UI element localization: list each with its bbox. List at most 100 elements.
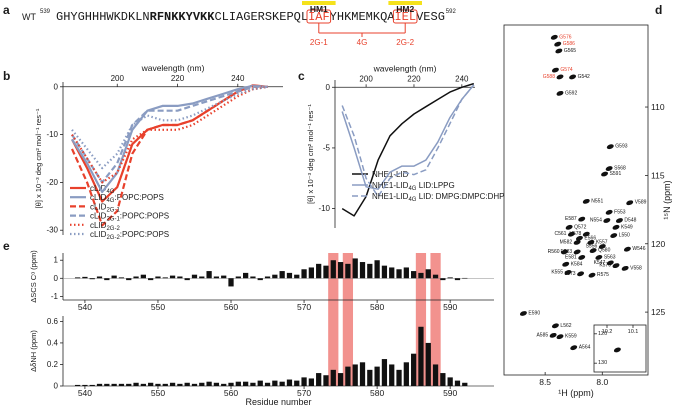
panel-letter: a bbox=[3, 3, 10, 17]
bar bbox=[323, 265, 329, 279]
bar bbox=[235, 381, 241, 386]
bar bbox=[96, 383, 103, 386]
x-tick-label: 540 bbox=[78, 302, 92, 312]
peak bbox=[626, 200, 634, 206]
sequence-part: RFNKKYVKK bbox=[150, 10, 216, 24]
bar bbox=[454, 380, 461, 386]
series-line bbox=[71, 85, 268, 184]
bar bbox=[411, 271, 417, 279]
peak-label: V589 bbox=[635, 200, 647, 206]
bar bbox=[301, 269, 307, 279]
y-tick-label: 110 bbox=[651, 102, 665, 112]
peak-label: G565 bbox=[564, 48, 576, 54]
peak bbox=[551, 323, 559, 329]
peak-label: G542 bbox=[578, 74, 590, 80]
bar bbox=[104, 278, 110, 281]
bar bbox=[162, 277, 168, 279]
bar bbox=[184, 278, 190, 281]
y-axis-title: [θ] x 10⁻³ deg cm² mol⁻¹ res⁻¹ bbox=[306, 104, 315, 204]
bar bbox=[96, 276, 103, 279]
x-tick-label: 240 bbox=[455, 74, 469, 83]
x-tick-label: 8.0 bbox=[596, 377, 608, 387]
bar bbox=[462, 382, 468, 386]
peak-label: A564 bbox=[579, 345, 591, 351]
peak-label: G574 bbox=[560, 67, 572, 73]
legend-label: cLID4G:POPC:POPS bbox=[90, 193, 164, 204]
peak bbox=[519, 311, 527, 316]
peak bbox=[577, 271, 585, 277]
y-tick-label: 115 bbox=[651, 170, 665, 180]
y-tick-label: 120 bbox=[598, 331, 607, 337]
bar bbox=[418, 326, 424, 386]
peak bbox=[601, 171, 609, 177]
highlight-band bbox=[328, 253, 339, 386]
peak-label: A585 bbox=[536, 332, 548, 338]
x-axis-title: wavelength (nm) bbox=[373, 63, 437, 73]
highlight-band bbox=[415, 253, 427, 386]
bar bbox=[206, 271, 212, 279]
mutant-label: 4G bbox=[357, 38, 368, 47]
series-line bbox=[70, 85, 268, 227]
legend-label: cLID2G-1 bbox=[90, 202, 120, 213]
peak bbox=[555, 48, 563, 54]
y-tick-label: 125 bbox=[651, 307, 665, 317]
peak-label: H578 bbox=[569, 231, 581, 237]
legend-label: cLID4G bbox=[90, 184, 115, 195]
peak-label: K555 bbox=[551, 269, 563, 275]
peak-label: K547 bbox=[594, 260, 606, 266]
peak-label: G586 bbox=[563, 41, 575, 47]
bar bbox=[352, 258, 358, 279]
bar bbox=[118, 277, 125, 279]
peak bbox=[595, 255, 603, 260]
x-tick-label: 550 bbox=[151, 388, 165, 398]
bar bbox=[374, 260, 380, 279]
peak-label: R575 bbox=[597, 272, 609, 278]
x-tick-label: 550 bbox=[151, 302, 165, 312]
bar bbox=[89, 384, 95, 386]
motif-bar bbox=[302, 1, 336, 5]
peak bbox=[621, 265, 629, 271]
peak bbox=[605, 209, 613, 215]
bar bbox=[330, 260, 336, 279]
peak bbox=[603, 218, 611, 223]
peak-label: R560 bbox=[548, 249, 560, 255]
x-tick-label: 590 bbox=[443, 302, 457, 312]
mutant-label: 2G-1 bbox=[310, 38, 328, 47]
bar bbox=[133, 276, 139, 279]
bar bbox=[403, 267, 409, 279]
bar bbox=[257, 380, 263, 386]
series-line bbox=[341, 84, 475, 190]
bar bbox=[316, 373, 322, 386]
x-axis-title: Residue number bbox=[245, 397, 311, 406]
bar bbox=[199, 382, 205, 386]
peak bbox=[562, 261, 570, 267]
peak bbox=[550, 34, 558, 40]
panel-letter: e bbox=[3, 239, 10, 253]
y-tick-label: 130 bbox=[598, 360, 607, 366]
x-tick-label: 580 bbox=[370, 388, 384, 398]
peak bbox=[578, 255, 586, 260]
peak-label: K579 bbox=[599, 263, 611, 269]
x-tick-label: 590 bbox=[443, 388, 457, 398]
bar bbox=[82, 384, 88, 386]
peak bbox=[612, 263, 620, 269]
peak bbox=[606, 260, 614, 266]
bar bbox=[111, 275, 117, 279]
bar bbox=[264, 276, 271, 279]
peak bbox=[565, 224, 573, 230]
bar bbox=[337, 262, 344, 279]
bar bbox=[462, 277, 468, 279]
peak-label: L550 bbox=[619, 233, 630, 239]
peak bbox=[606, 144, 614, 150]
x-tick-label: 580 bbox=[370, 302, 384, 312]
bar bbox=[447, 377, 453, 386]
y-tick-label: 0 bbox=[326, 83, 331, 92]
peak bbox=[573, 239, 581, 245]
bar bbox=[323, 375, 329, 386]
sequence-part: IEL bbox=[394, 10, 416, 24]
peak-label: E581 bbox=[565, 254, 577, 260]
bar bbox=[184, 382, 190, 386]
bar bbox=[381, 359, 388, 386]
bar bbox=[425, 342, 431, 386]
panel-letter: b bbox=[3, 69, 10, 83]
